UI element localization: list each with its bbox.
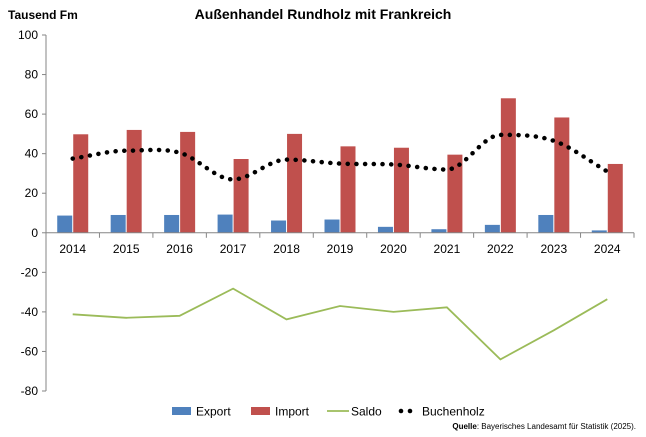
bar-export — [271, 220, 287, 233]
bar-export — [164, 214, 180, 233]
bar-export — [431, 229, 447, 233]
y-axis-unit-label: Tausend Fm — [8, 8, 78, 22]
y-tick-label: -60 — [21, 344, 39, 358]
bar-export — [591, 230, 607, 233]
series-line-saldo — [72, 287, 608, 361]
y-tick-label: -80 — [21, 384, 39, 398]
x-tick-label: 2016 — [166, 242, 193, 256]
bar-export — [57, 215, 73, 233]
bar-import — [126, 129, 142, 233]
bar-import — [607, 163, 623, 233]
x-tick-label: 2022 — [487, 242, 514, 256]
y-tick-label: 100 — [18, 28, 38, 42]
x-tick-label: 2024 — [594, 242, 621, 256]
legend-label-import: Import — [275, 405, 310, 419]
x-tick-label: 2021 — [434, 242, 461, 256]
bar-export — [538, 214, 554, 233]
bar-import — [393, 147, 409, 233]
bar-import — [73, 134, 89, 233]
series-line-buchenholz — [70, 132, 610, 182]
bar-import — [500, 98, 516, 233]
x-tick-label: 2023 — [540, 242, 567, 256]
bar-export — [484, 224, 500, 233]
bar-export — [217, 214, 233, 233]
legend-label-saldo: Saldo — [351, 405, 382, 419]
legend-swatch-buchenholz-dot — [398, 408, 404, 414]
y-tick-label: 60 — [25, 107, 39, 121]
y-tick-label: -40 — [21, 305, 39, 319]
x-tick-label: 2014 — [59, 242, 86, 256]
y-tick-label: 20 — [25, 186, 39, 200]
bar-export — [110, 214, 126, 233]
legend-label-export: Export — [196, 405, 231, 419]
bar-export — [377, 226, 393, 233]
bar-import — [233, 159, 249, 233]
y-tick-label: 40 — [25, 147, 39, 161]
x-tick-label: 2019 — [327, 242, 354, 256]
y-tick-label: 80 — [25, 68, 39, 82]
source-note: Quelle: Bayerisches Landesamt für Statis… — [452, 422, 636, 431]
chart-title: Außenhandel Rundholz mit Frankreich — [194, 6, 452, 22]
bar-export — [324, 219, 340, 233]
x-tick-label: 2020 — [380, 242, 407, 256]
legend-swatch-import — [251, 407, 270, 415]
bar-import — [180, 131, 196, 233]
x-tick-label: 2018 — [273, 242, 300, 256]
y-tick-label: 0 — [31, 226, 38, 240]
x-tick-label: 2015 — [113, 242, 140, 256]
x-tick-label: 2017 — [220, 242, 247, 256]
source-label: Quelle — [452, 422, 477, 431]
source-text: : Bayerisches Landesamt für Statistik (2… — [476, 422, 636, 431]
bar-import — [340, 146, 356, 233]
y-tick-label: -20 — [21, 265, 39, 279]
legend-swatch-export — [172, 407, 191, 415]
bar-import — [554, 117, 570, 233]
bar-import — [287, 133, 303, 233]
bar-import — [447, 154, 463, 233]
legend-swatch-buchenholz-dot — [407, 408, 413, 414]
legend-label-buchenholz: Buchenholz — [422, 405, 485, 419]
